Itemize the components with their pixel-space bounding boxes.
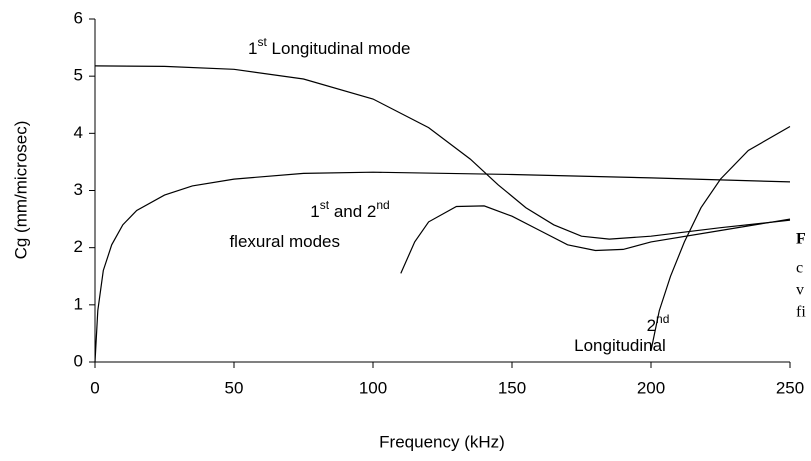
caption-fragment: v — [796, 282, 804, 299]
annotation-part: st — [257, 35, 267, 49]
y-tick-label: 2 — [74, 237, 83, 256]
x-tick-label: 200 — [637, 378, 665, 397]
annotation-part: nd — [656, 312, 669, 326]
annotation-part: 1 — [310, 202, 319, 221]
caption-fragment: F — [796, 231, 806, 248]
line — [94, 171, 791, 363]
x-tick-label: 250 — [776, 378, 804, 397]
annotation-part: flexural modes — [229, 232, 340, 251]
y-axis-label: Cg (mm/microsec) — [11, 121, 30, 260]
x-axis-label: Frequency (kHz) — [379, 432, 505, 451]
y-tick-label: 6 — [74, 8, 83, 27]
caption-fragment: c — [796, 260, 803, 277]
annotation-part: 1 — [248, 39, 257, 58]
annotation: 1st and 2nd — [310, 198, 389, 221]
annotation-part: 2 — [647, 316, 656, 335]
annotation: Longitudinal — [574, 336, 666, 355]
annotation-part: Longitudinal — [574, 336, 666, 355]
x-tick-label: 150 — [498, 378, 526, 397]
annotation: 2nd — [647, 312, 670, 335]
line — [650, 125, 791, 351]
annotation-part: and 2 — [329, 202, 376, 221]
y-tick-label: 4 — [74, 123, 83, 142]
x-tick-label: 0 — [90, 378, 99, 397]
annotation-part: Longitudinal mode — [267, 39, 411, 58]
y-tick-label: 1 — [74, 294, 83, 313]
caption-fragment: fi — [796, 304, 806, 321]
y-tick-label: 0 — [74, 351, 83, 370]
line — [400, 205, 791, 274]
annotation: 1st Longitudinal mode — [248, 35, 410, 58]
x-tick-label: 100 — [359, 378, 387, 397]
y-tick-label: 3 — [74, 180, 83, 199]
annotation-part: st — [320, 198, 330, 212]
x-tick-label: 50 — [225, 378, 244, 397]
line — [94, 65, 791, 240]
annotation-part: nd — [376, 198, 389, 212]
annotation: flexural modes — [229, 232, 340, 251]
y-tick-label: 5 — [74, 66, 83, 85]
